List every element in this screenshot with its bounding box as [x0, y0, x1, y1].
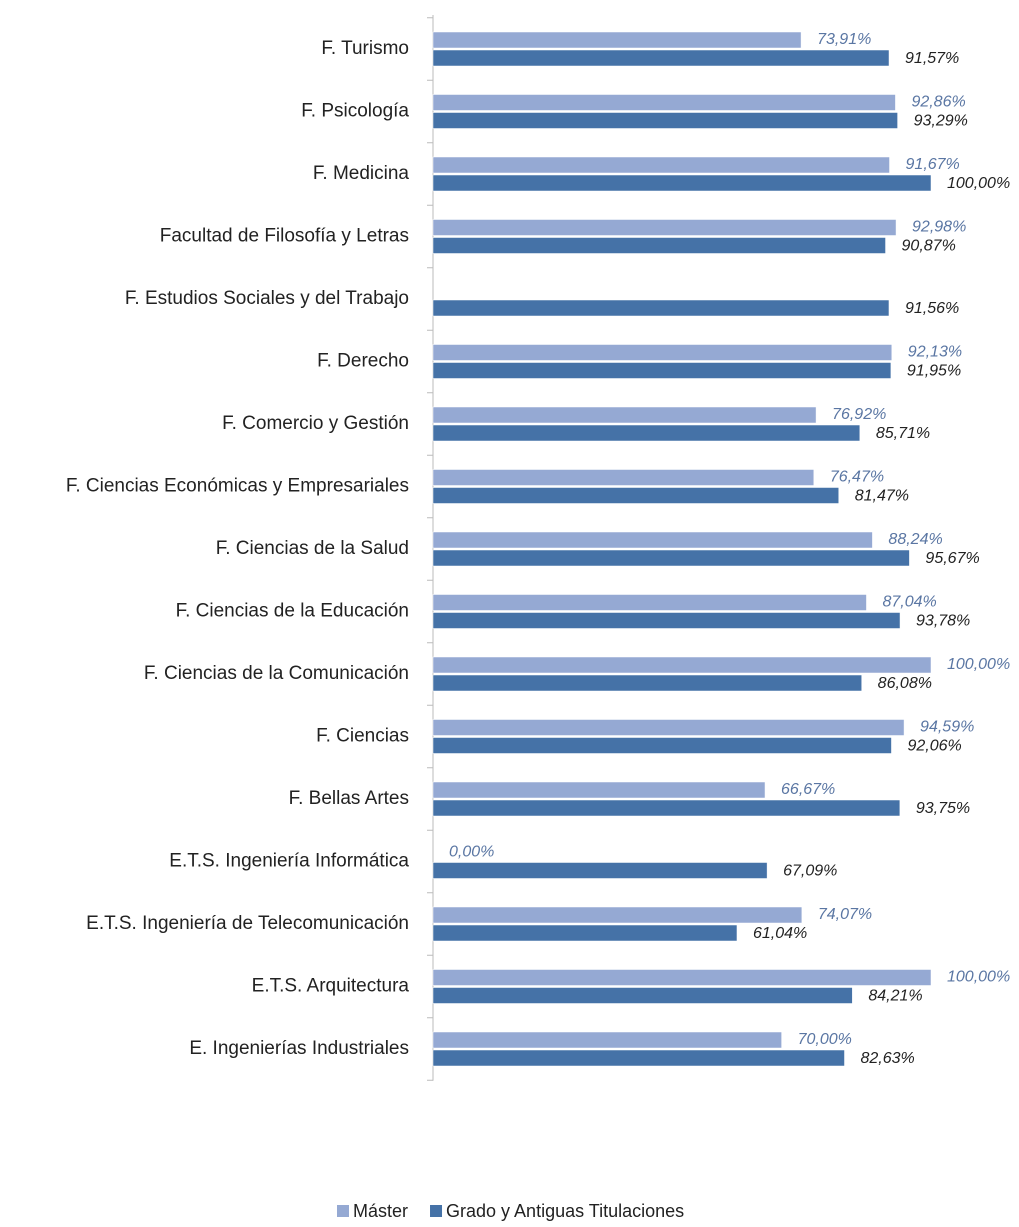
category-label: Facultad de Filosofía y Letras	[160, 226, 409, 247]
bar	[432, 362, 892, 379]
category-label: E.T.S. Ingeniería de Telecomunicación	[86, 913, 409, 934]
value-label: 84,21%	[868, 988, 922, 1005]
value-label: 82,63%	[860, 1050, 914, 1067]
category-label: F. Turismo	[321, 38, 409, 59]
value-label: 0,00%	[449, 844, 494, 861]
bar	[432, 531, 873, 549]
value-label: 85,71%	[876, 425, 930, 442]
value-label: 92,06%	[907, 738, 961, 755]
value-label: 88,24%	[888, 531, 942, 548]
value-label: 73,91%	[817, 31, 871, 48]
bar	[432, 174, 932, 192]
bar	[432, 1049, 845, 1067]
bar	[432, 924, 738, 942]
bar	[432, 49, 890, 67]
value-label: 91,57%	[905, 50, 959, 67]
value-label: 100,00%	[947, 656, 1010, 673]
value-label: 87,04%	[882, 594, 936, 611]
value-label: 67,09%	[783, 863, 837, 880]
bar	[432, 549, 910, 567]
value-label: 61,04%	[753, 925, 807, 942]
bar	[432, 594, 867, 611]
category-label: E.T.S. Ingeniería Informática	[169, 851, 409, 872]
bar	[432, 344, 893, 361]
bar	[432, 487, 839, 504]
bar	[432, 781, 766, 799]
value-label: 100,00%	[947, 969, 1010, 986]
value-label: 76,47%	[830, 469, 884, 486]
value-label: 100,00%	[947, 175, 1010, 192]
value-label: 74,07%	[818, 906, 872, 923]
legend-label: Grado y Antiguas Titulaciones	[446, 1201, 684, 1221]
bar	[432, 94, 896, 111]
value-label: 91,56%	[905, 300, 959, 317]
category-label: F. Estudios Sociales y del Trabajo	[125, 288, 409, 309]
category-label: F. Comercio y Gestión	[222, 413, 409, 434]
legend-label: Máster	[353, 1201, 408, 1221]
value-label: 90,87%	[902, 238, 956, 255]
bar	[432, 862, 768, 879]
legend-swatch	[430, 1205, 443, 1217]
category-label: F. Ciencias de la Salud	[216, 538, 409, 559]
bar	[432, 674, 862, 692]
bar	[432, 299, 890, 317]
value-label: 66,67%	[781, 781, 835, 798]
category-label: F. Ciencias	[316, 726, 409, 747]
category-label: F. Ciencias de la Comunicación	[144, 663, 409, 684]
value-label: 81,47%	[855, 488, 909, 505]
value-label: 93,29%	[914, 113, 968, 130]
value-label: 92,86%	[911, 94, 965, 111]
value-label: 91,95%	[907, 363, 961, 380]
category-label: E. Ingenierías Industriales	[189, 1038, 409, 1059]
category-label: F. Ciencias Económicas y Empresariales	[66, 476, 409, 497]
bar	[432, 406, 817, 424]
value-label: 92,98%	[912, 219, 966, 236]
value-label: 93,78%	[916, 613, 970, 630]
bar	[432, 469, 815, 486]
bar	[432, 112, 898, 129]
category-label: E.T.S. Arquitectura	[252, 976, 410, 997]
value-label: 76,92%	[832, 406, 886, 423]
value-label: 92,13%	[908, 344, 962, 361]
bar	[432, 906, 803, 924]
value-label: 95,67%	[925, 550, 979, 567]
category-label: F. Bellas Artes	[289, 788, 409, 809]
bar	[432, 219, 897, 236]
bar	[432, 656, 932, 674]
value-label: 86,08%	[878, 675, 932, 692]
value-label: 94,59%	[920, 719, 974, 736]
bar	[432, 799, 901, 817]
legend-swatch	[337, 1205, 349, 1217]
category-label: F. Ciencias de la Educación	[176, 601, 409, 622]
bar	[432, 612, 901, 629]
bar	[432, 424, 861, 442]
value-label: 93,75%	[916, 800, 970, 817]
bar	[432, 156, 890, 174]
bar	[432, 1031, 782, 1049]
category-label: F. Psicología	[301, 101, 409, 122]
bar	[432, 719, 905, 736]
category-label: F. Medicina	[313, 163, 410, 184]
bar	[432, 987, 853, 1004]
category-label: F. Derecho	[317, 351, 409, 372]
value-label: 70,00%	[798, 1031, 852, 1048]
bar	[432, 969, 932, 986]
bar	[432, 237, 886, 254]
bar	[432, 31, 802, 49]
value-label: 91,67%	[906, 156, 960, 173]
bar	[432, 737, 892, 754]
